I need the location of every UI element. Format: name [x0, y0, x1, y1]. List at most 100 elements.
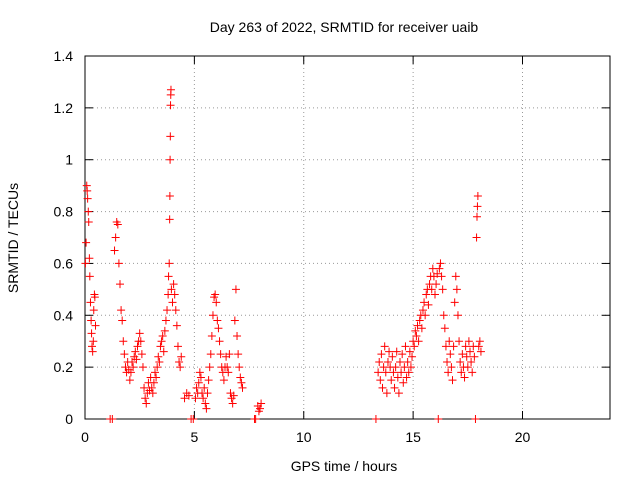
data-point	[88, 342, 96, 351]
data-point	[228, 399, 237, 408]
data-point	[230, 316, 239, 325]
data-point	[89, 306, 98, 315]
x-tick-label: 10	[296, 429, 312, 445]
data-point	[450, 298, 459, 307]
data-point	[235, 363, 244, 372]
data-point	[371, 415, 380, 423]
data-point	[170, 290, 179, 299]
data-point	[438, 285, 447, 294]
data-point	[380, 342, 389, 351]
data-points	[81, 85, 485, 423]
data-point	[141, 394, 150, 403]
data-point	[133, 342, 142, 351]
data-point	[113, 220, 122, 229]
data-point	[433, 269, 442, 278]
axes: 0 0.2 0.4 0.6 0.8 1 1.2 1.4 0 5 10 15 20	[54, 48, 610, 445]
data-point	[237, 378, 246, 387]
data-point	[111, 233, 120, 242]
data-point	[437, 272, 446, 281]
data-point	[385, 347, 394, 356]
data-point	[231, 285, 240, 294]
data-point	[475, 337, 484, 346]
data-point	[164, 272, 173, 281]
data-point	[441, 342, 450, 351]
data-point	[449, 342, 458, 351]
data-point	[439, 311, 448, 320]
data-point	[154, 352, 163, 361]
data-point	[84, 207, 93, 216]
data-point	[136, 337, 145, 346]
data-point	[114, 259, 123, 268]
data-point	[177, 352, 186, 361]
data-point	[414, 337, 423, 346]
data-point	[131, 347, 140, 356]
data-point	[195, 368, 204, 377]
data-point	[180, 394, 189, 403]
data-point	[84, 217, 93, 226]
data-point	[90, 293, 99, 302]
data-point	[191, 394, 200, 403]
data-point	[194, 378, 203, 387]
data-point	[165, 192, 174, 201]
data-point	[396, 357, 404, 366]
data-point	[415, 316, 424, 325]
data-point	[148, 389, 157, 398]
data-point	[192, 383, 201, 392]
data-point	[436, 259, 445, 268]
data-point	[142, 399, 151, 408]
data-point	[213, 316, 222, 325]
data-point	[443, 357, 452, 366]
data-point	[476, 347, 485, 356]
data-point	[412, 332, 421, 341]
data-point	[394, 389, 403, 398]
data-point	[391, 363, 400, 372]
x-tick-label: 15	[405, 429, 421, 445]
data-point	[236, 373, 245, 382]
data-point	[393, 373, 402, 382]
data-point	[381, 368, 390, 377]
data-point	[152, 373, 161, 382]
data-point	[256, 404, 264, 413]
data-point	[129, 363, 138, 372]
data-point	[147, 383, 156, 392]
data-point	[165, 259, 174, 268]
data-point	[392, 347, 401, 356]
data-point	[208, 311, 217, 320]
data-point	[219, 376, 228, 385]
x-tick-label: 0	[81, 429, 89, 445]
data-point	[251, 415, 260, 423]
data-point	[462, 352, 471, 361]
data-point	[138, 363, 147, 372]
data-point	[126, 368, 135, 377]
data-point	[108, 415, 117, 423]
data-point	[87, 329, 96, 338]
chart-title: Day 263 of 2022, SRMTID for receiver uai…	[210, 19, 479, 35]
data-point	[89, 337, 98, 346]
data-point	[458, 350, 467, 359]
data-point	[229, 391, 238, 400]
plot-frame	[84, 55, 611, 420]
data-point	[406, 363, 415, 372]
data-point	[140, 383, 149, 392]
data-point	[175, 357, 184, 366]
data-point	[86, 298, 95, 307]
data-point	[88, 347, 97, 356]
data-point	[473, 192, 482, 201]
data-point	[160, 326, 169, 335]
data-point	[405, 347, 414, 356]
data-point	[387, 376, 396, 385]
data-point	[156, 342, 165, 351]
data-point	[446, 350, 455, 359]
data-point	[165, 215, 174, 224]
y-tick-label: 0.2	[54, 359, 74, 375]
data-point	[472, 233, 481, 242]
x-axis-label: GPS time / hours	[291, 458, 398, 474]
data-point	[448, 376, 457, 385]
data-point	[402, 373, 411, 382]
data-point	[445, 337, 454, 346]
data-point	[238, 383, 247, 392]
data-point	[201, 399, 210, 408]
data-point	[398, 350, 407, 359]
data-point	[173, 342, 182, 351]
